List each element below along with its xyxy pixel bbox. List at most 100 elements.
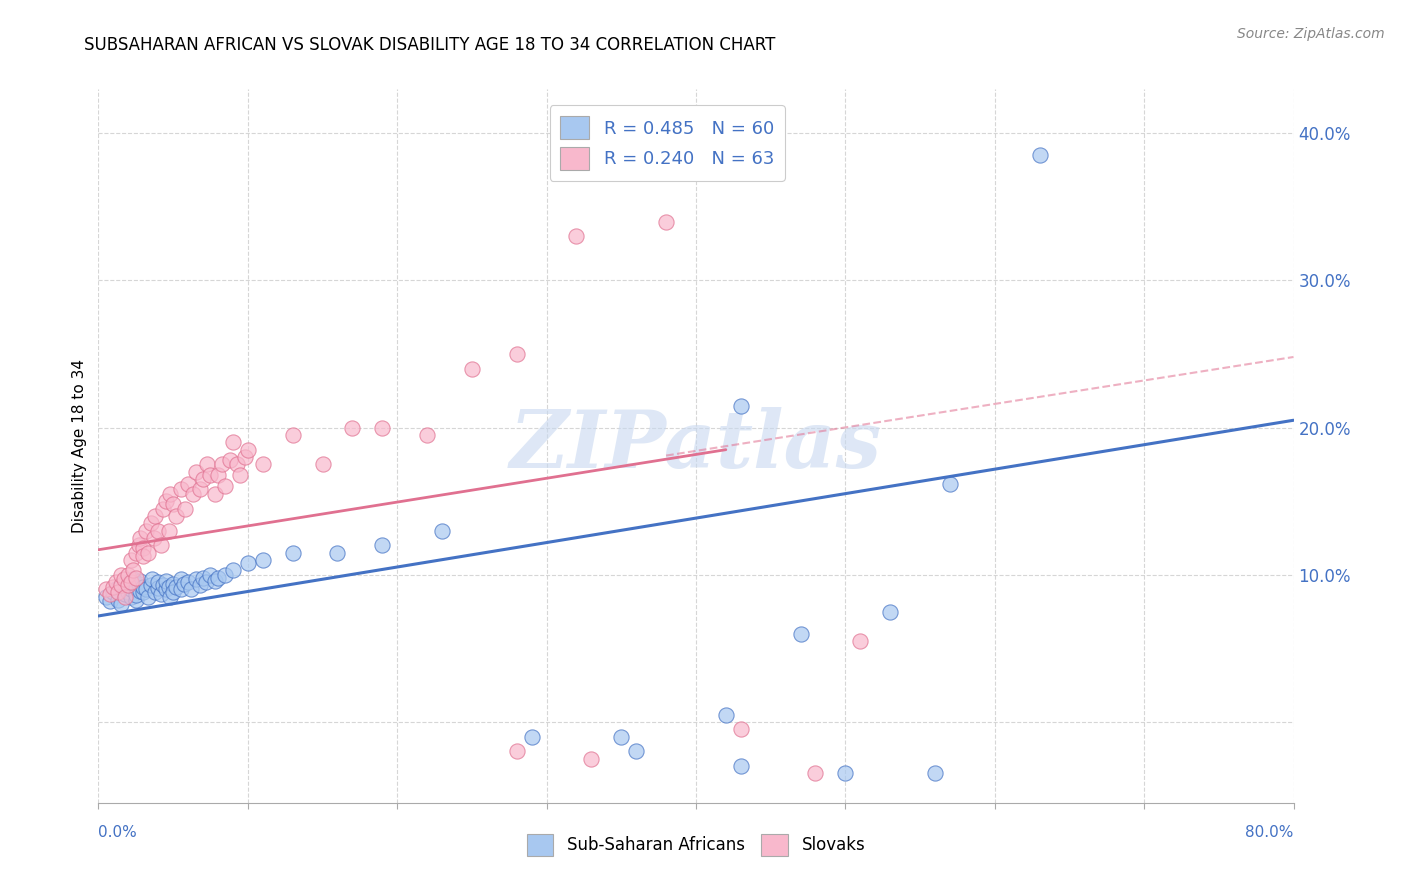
- Point: [191, 472, 214, 486]
- Point: [162, 585, 184, 599]
- Point: [200, 567, 222, 582]
- Point: [506, 347, 529, 361]
- Point: [236, 556, 259, 570]
- Point: [141, 572, 163, 586]
- Point: [152, 501, 174, 516]
- Point: [180, 582, 202, 597]
- Point: [103, 580, 125, 594]
- Point: [730, 399, 752, 413]
- Point: [879, 605, 901, 619]
- Point: [159, 487, 181, 501]
- Point: [132, 580, 155, 594]
- Point: [157, 524, 180, 538]
- Point: [371, 538, 394, 552]
- Point: [624, 744, 647, 758]
- Point: [939, 476, 962, 491]
- Point: [105, 575, 128, 590]
- Point: [117, 578, 139, 592]
- Point: [155, 574, 177, 588]
- Point: [834, 766, 856, 780]
- Point: [506, 744, 529, 758]
- Point: [162, 576, 184, 591]
- Point: [132, 585, 155, 599]
- Point: [252, 553, 274, 567]
- Point: [135, 524, 157, 538]
- Point: [177, 476, 200, 491]
- Point: [139, 578, 162, 592]
- Point: [139, 516, 162, 531]
- Point: [98, 587, 122, 601]
- Point: [520, 730, 543, 744]
- Point: [204, 487, 226, 501]
- Point: [184, 465, 207, 479]
- Point: [281, 428, 304, 442]
- Point: [173, 576, 195, 591]
- Point: [211, 458, 233, 472]
- Point: [207, 571, 229, 585]
- Point: [152, 578, 174, 592]
- Point: [135, 582, 157, 597]
- Point: [136, 546, 159, 560]
- Point: [177, 575, 200, 590]
- Point: [181, 487, 204, 501]
- Point: [114, 590, 136, 604]
- Legend: Sub-Saharan Africans, Slovaks: Sub-Saharan Africans, Slovaks: [520, 828, 872, 863]
- Point: [229, 467, 252, 482]
- Point: [117, 567, 139, 582]
- Point: [143, 585, 166, 599]
- Point: [120, 575, 142, 590]
- Text: ZIPatlas: ZIPatlas: [510, 408, 882, 484]
- Point: [219, 453, 242, 467]
- Point: [924, 766, 946, 780]
- Y-axis label: Disability Age 18 to 34: Disability Age 18 to 34: [72, 359, 87, 533]
- Point: [150, 587, 173, 601]
- Point: [655, 214, 678, 228]
- Point: [371, 420, 394, 434]
- Point: [162, 497, 184, 511]
- Point: [110, 567, 132, 582]
- Point: [610, 730, 633, 744]
- Point: [112, 572, 135, 586]
- Point: [169, 582, 191, 597]
- Point: [159, 590, 181, 604]
- Point: [804, 766, 827, 780]
- Point: [207, 467, 229, 482]
- Point: [165, 580, 187, 594]
- Point: [142, 531, 165, 545]
- Point: [129, 574, 152, 588]
- Text: 0.0%: 0.0%: [98, 825, 138, 840]
- Point: [117, 585, 139, 599]
- Point: [222, 435, 245, 450]
- Point: [132, 541, 155, 556]
- Point: [157, 580, 180, 594]
- Point: [110, 580, 132, 594]
- Point: [169, 572, 191, 586]
- Point: [233, 450, 256, 464]
- Point: [416, 428, 439, 442]
- Point: [150, 538, 173, 552]
- Point: [110, 578, 132, 592]
- Point: [114, 587, 136, 601]
- Text: Source: ZipAtlas.com: Source: ZipAtlas.com: [1237, 27, 1385, 41]
- Point: [461, 361, 484, 376]
- Point: [125, 546, 148, 560]
- Point: [165, 508, 187, 523]
- Point: [129, 531, 152, 545]
- Point: [94, 582, 117, 597]
- Point: [148, 581, 170, 595]
- Point: [188, 578, 211, 592]
- Point: [214, 479, 236, 493]
- Point: [94, 590, 117, 604]
- Point: [114, 576, 136, 591]
- Point: [132, 549, 155, 563]
- Point: [214, 567, 236, 582]
- Point: [125, 588, 148, 602]
- Point: [714, 707, 737, 722]
- Point: [184, 572, 207, 586]
- Point: [105, 582, 128, 597]
- Point: [120, 553, 142, 567]
- Point: [194, 575, 218, 590]
- Point: [155, 494, 177, 508]
- Point: [730, 759, 752, 773]
- Point: [128, 538, 150, 552]
